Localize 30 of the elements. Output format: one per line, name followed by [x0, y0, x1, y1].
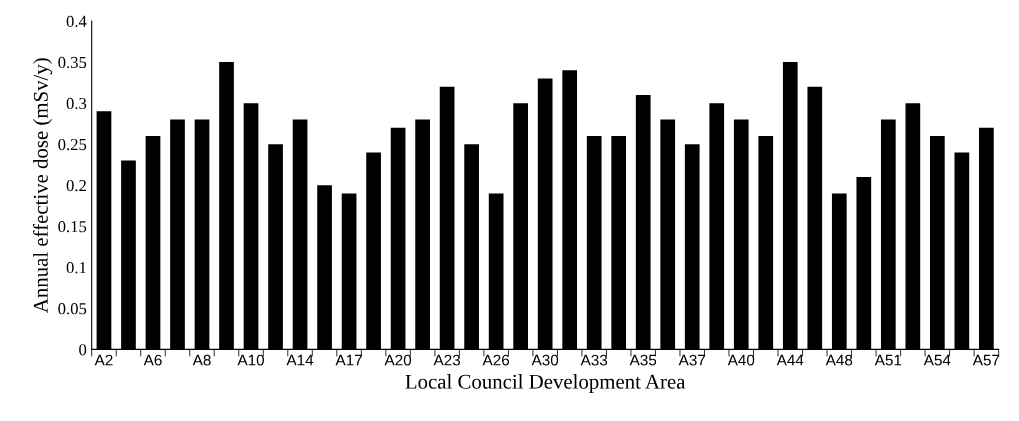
x-tick-label: A40: [727, 354, 755, 366]
x-tick-label: A26: [482, 354, 510, 366]
y-tick-label: 0.1: [66, 262, 86, 274]
y-tick-label: 0: [79, 344, 87, 356]
x-tick-label: A2: [94, 354, 113, 366]
x-tick-label: A20: [384, 354, 412, 366]
x-tick-label: A44: [776, 354, 804, 366]
y-tick-label: 0.4: [66, 15, 87, 28]
x-tick-label: A23: [433, 354, 461, 366]
x-tick-label: A17: [335, 354, 362, 366]
x-tick-label: A14: [286, 354, 314, 366]
y-tick-label: 0.3: [66, 97, 87, 110]
x-tick-label: A51: [874, 354, 902, 366]
x-tick-label: A37: [678, 354, 706, 366]
x-tick-label: A35: [629, 354, 657, 366]
y-tick-label: 0.35: [58, 56, 87, 69]
x-axis-title: Local Council Development Area: [405, 374, 686, 393]
x-tick-label: A6: [143, 354, 162, 366]
x-tick-label: A30: [531, 354, 559, 366]
x-tick-label: A54: [923, 354, 951, 366]
x-tick-label: A8: [192, 354, 211, 366]
y-axis-title: Annual effective dose (mSv/y): [32, 58, 53, 313]
y-tick-label: 0.2: [66, 179, 86, 192]
x-tick-label: A48: [825, 354, 853, 366]
y-tick-label: 0.05: [58, 303, 87, 315]
x-tick-label: A33: [580, 354, 608, 366]
x-tick-label: A57: [972, 354, 1000, 366]
y-tick-label: 0.15: [58, 220, 87, 233]
x-tick-label: A10: [237, 354, 265, 366]
y-tick-label: 0.25: [58, 138, 87, 151]
